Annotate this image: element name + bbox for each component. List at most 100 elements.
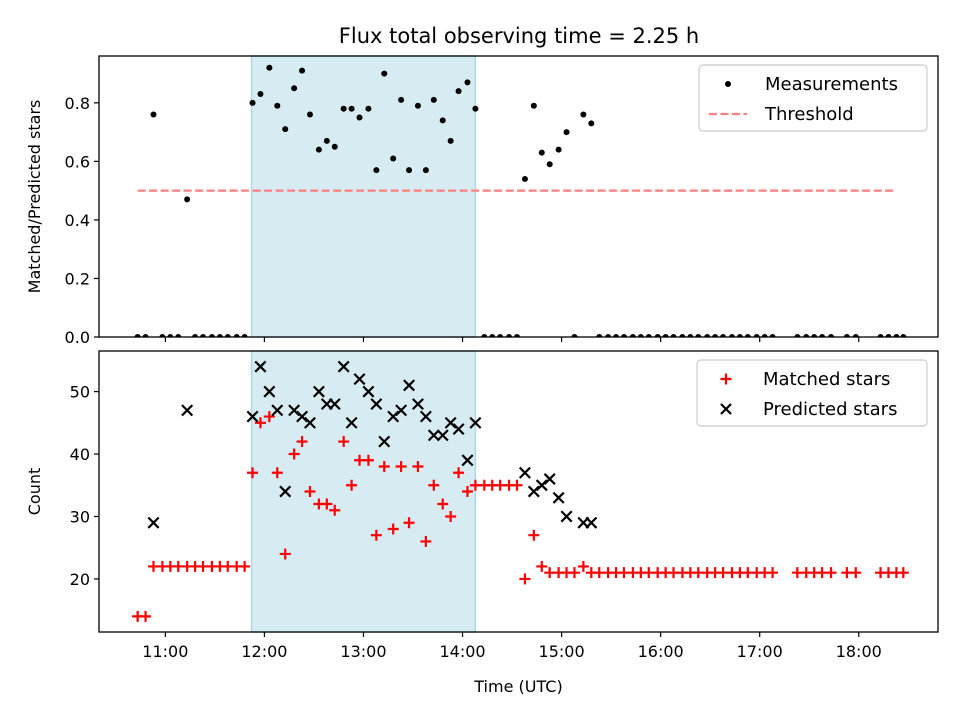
measurement-point	[142, 334, 149, 337]
measurement-point	[728, 334, 735, 337]
measurement-point	[613, 334, 620, 337]
predicted-star-point	[288, 404, 301, 417]
legend-marker-measurements	[725, 81, 731, 87]
x-tick-label: 16:00	[638, 642, 684, 661]
measurement-point	[645, 334, 652, 337]
measurement-point	[629, 334, 636, 337]
matched-star-point	[254, 417, 266, 429]
predicted-star-point	[296, 410, 309, 423]
matched-star-point	[329, 504, 341, 516]
measurement-point	[843, 334, 850, 337]
legend-marker-matched	[720, 373, 732, 385]
x-tick-label: 12:00	[241, 642, 287, 661]
matched-star-point	[279, 548, 291, 560]
legend-box	[698, 64, 928, 132]
measurement-point	[514, 334, 521, 337]
predicted-star-point	[518, 466, 531, 479]
measurement-point	[670, 334, 677, 337]
measurement-point	[249, 99, 256, 106]
measurement-point	[900, 334, 907, 337]
y-axis-label: Matched/Predicted stars	[25, 100, 44, 294]
measurement-point	[406, 167, 413, 174]
measurement-point	[365, 105, 372, 112]
matched-star-point	[239, 560, 251, 572]
matched-star-point	[321, 498, 333, 510]
matched-star-point	[140, 610, 152, 622]
measurement-point	[794, 334, 801, 337]
plot-area	[132, 360, 909, 622]
predicted-star-point	[181, 404, 194, 417]
measurement-point	[877, 334, 884, 337]
measurement-point	[241, 334, 248, 337]
matched-star-point	[519, 573, 531, 585]
matched-star-point	[445, 510, 457, 522]
measurement-point	[233, 334, 240, 337]
measurement-point	[828, 334, 835, 337]
measurement-point	[340, 105, 347, 112]
measurement-point	[422, 167, 429, 174]
matched-star-point	[536, 560, 548, 572]
matched-star-point	[403, 517, 415, 529]
legend-label: Threshold	[764, 104, 854, 125]
measurement-point	[306, 111, 313, 118]
matched-star-point	[428, 479, 440, 491]
predicted-star-point	[370, 398, 383, 411]
predicted-star-point	[469, 416, 482, 429]
measurement-point	[588, 120, 595, 127]
measurement-point	[291, 85, 298, 92]
predicted-star-point	[444, 416, 457, 429]
matched-star-point	[897, 567, 909, 579]
matched-star-point	[338, 436, 350, 448]
predicted-star-point	[436, 429, 449, 442]
axes-frame	[98, 55, 939, 338]
measurement-point	[695, 334, 702, 337]
predicted-star-point	[560, 510, 573, 523]
predicted-star-point	[362, 385, 375, 398]
measurement-point	[605, 334, 612, 337]
x-tick-label: 13:00	[340, 642, 386, 661]
measurement-point	[282, 126, 289, 133]
measurement-point	[447, 137, 454, 144]
observing-window-shade	[250, 350, 477, 633]
legend-label: Matched stars	[763, 369, 890, 390]
y-tick-label: 0.2	[65, 269, 90, 288]
predicted-star-point	[543, 473, 556, 485]
predicted-star-point	[353, 373, 366, 386]
matched-star-point	[767, 567, 779, 579]
legend-marker-predicted	[720, 403, 732, 415]
measurement-point	[852, 334, 859, 337]
measurement-point	[414, 102, 421, 109]
y-tick-label: 0.0	[65, 328, 90, 347]
measurement-point	[704, 334, 711, 337]
measurement-point	[580, 111, 587, 118]
measurement-point	[521, 175, 528, 182]
measurement-point	[637, 334, 644, 337]
x-tick-label: 11:00	[142, 642, 188, 661]
predicted-star-point	[254, 360, 267, 373]
predicted-star-point	[246, 410, 259, 423]
measurement-point	[331, 143, 338, 150]
y-tick-label: 0.6	[65, 152, 90, 171]
matched-star-point	[453, 467, 465, 479]
matched-star-point	[461, 486, 473, 497]
matched-star-point	[412, 461, 424, 473]
predicted-star-point	[585, 516, 598, 529]
matched-star-point	[263, 411, 275, 423]
matched-star-point	[395, 461, 407, 473]
measurement-point	[184, 196, 191, 203]
matched-star-point	[247, 467, 259, 479]
x-tick-label: 17:00	[737, 642, 783, 661]
matched-star-point	[528, 529, 540, 541]
matched-star-point	[825, 567, 837, 579]
predicted-star-point	[337, 360, 350, 373]
measurement-point	[159, 334, 166, 337]
measurement-point	[464, 79, 471, 86]
measurement-point	[753, 334, 760, 337]
matched-star-point	[296, 436, 308, 448]
predicted-star-point	[395, 404, 408, 417]
predicted-star-point	[403, 379, 416, 392]
y-axis-label: Count	[25, 468, 44, 516]
measurement-point	[489, 334, 496, 337]
chart-title: Flux total observing time = 2.25 h	[339, 24, 699, 48]
